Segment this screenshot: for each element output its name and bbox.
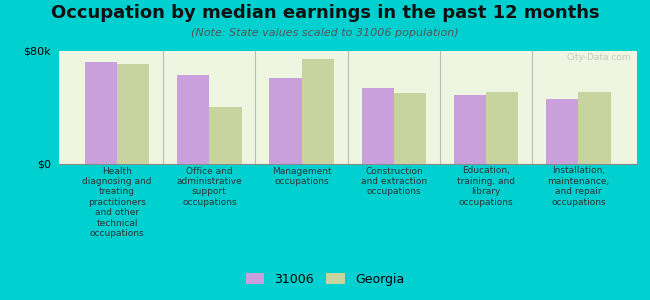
- Text: Occupation by median earnings in the past 12 months: Occupation by median earnings in the pas…: [51, 4, 599, 22]
- Bar: [302, 59, 334, 164]
- Text: Management
occupations: Management occupations: [272, 167, 332, 186]
- Text: (Note: State values scaled to 31006 population): (Note: State values scaled to 31006 popu…: [191, 28, 459, 38]
- Bar: [394, 93, 426, 164]
- Bar: [177, 75, 209, 164]
- Bar: [269, 78, 302, 164]
- Text: Office and
administrative
support
occupations: Office and administrative support occupa…: [177, 167, 242, 207]
- Text: Health
diagnosing and
treating
practitioners
and other
technical
occupations: Health diagnosing and treating practitio…: [83, 167, 152, 238]
- Bar: [84, 62, 117, 164]
- Legend: 31006, Georgia: 31006, Georgia: [240, 268, 410, 291]
- Text: Construction
and extraction
occupations: Construction and extraction occupations: [361, 167, 427, 196]
- Text: Installation,
maintenance,
and repair
occupations: Installation, maintenance, and repair oc…: [547, 167, 610, 207]
- Bar: [578, 92, 611, 164]
- Bar: [209, 107, 242, 164]
- Bar: [361, 88, 394, 164]
- Bar: [454, 94, 486, 164]
- Bar: [117, 64, 150, 164]
- Text: Education,
training, and
library
occupations: Education, training, and library occupat…: [457, 167, 515, 207]
- Text: City-Data.com: City-Data.com: [567, 53, 631, 62]
- Bar: [486, 92, 519, 164]
- Bar: [546, 99, 578, 164]
